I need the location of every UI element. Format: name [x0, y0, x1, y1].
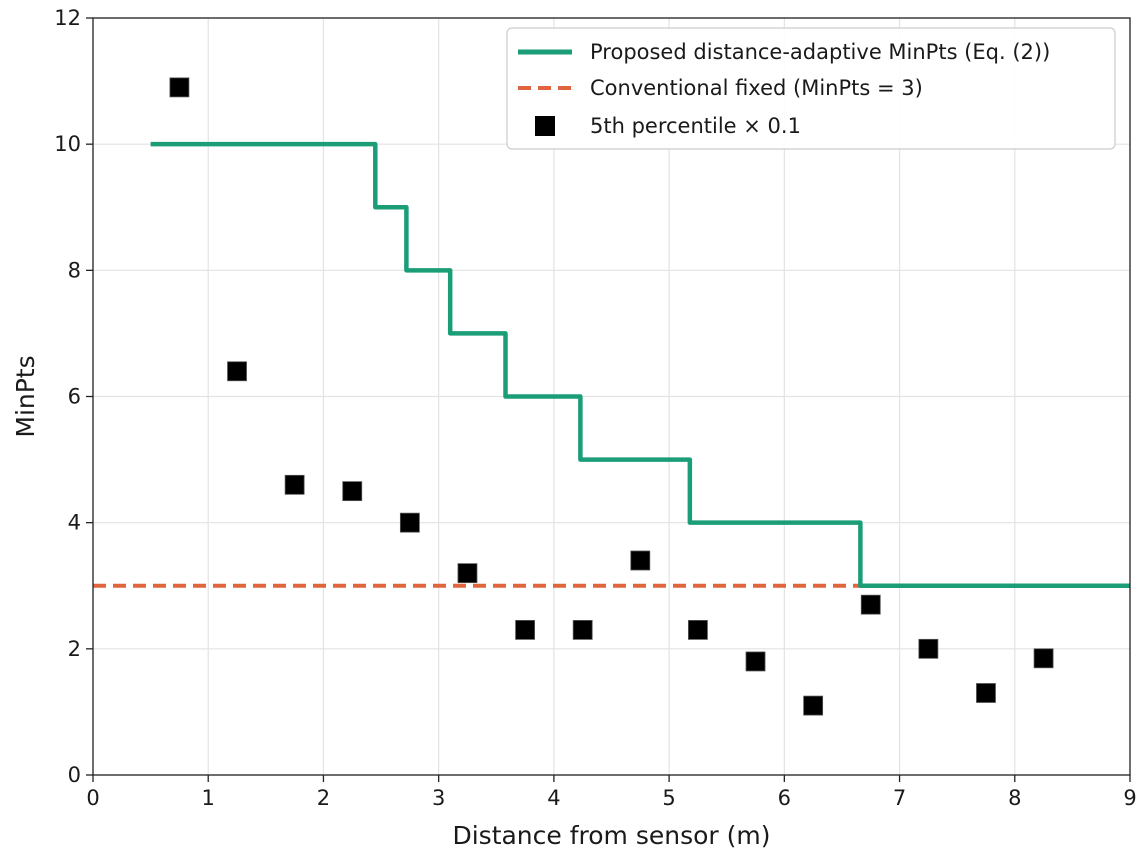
legend-swatch-percentile — [535, 116, 555, 136]
percentile-point — [284, 474, 305, 495]
y-tick-label: 6 — [68, 385, 81, 409]
percentile-point — [630, 550, 651, 571]
percentile-point — [745, 651, 766, 672]
legend-box — [506, 27, 1116, 150]
x-tick-label: 2 — [317, 786, 330, 810]
x-tick-label: 4 — [547, 786, 560, 810]
percentile-point — [399, 512, 420, 533]
percentile-point — [688, 620, 708, 640]
percentile-point — [342, 481, 363, 502]
percentile-point — [169, 77, 190, 98]
y-tick-label: 4 — [68, 511, 81, 535]
legend: Proposed distance-adaptive MinPts (Eq. (… — [506, 27, 1116, 150]
percentile-point — [227, 361, 247, 382]
legend-label-percentile: 5th percentile × 0.1 — [590, 114, 801, 138]
x-tick-label: 8 — [1008, 786, 1021, 810]
x-tick-label: 0 — [86, 786, 99, 810]
proposed-adaptive-line — [150, 141, 1130, 588]
x-tick-label: 3 — [432, 786, 445, 810]
legend-label-conventional: Conventional fixed (MinPts = 3) — [590, 76, 923, 100]
legend-label-proposed: Proposed distance-adaptive MinPts (Eq. (… — [590, 40, 1050, 64]
percentile-point — [918, 638, 939, 659]
percentile-point — [860, 594, 881, 615]
y-tick-label: 8 — [68, 258, 81, 282]
y-axis-label: MinPts — [11, 355, 40, 437]
percentile-point — [976, 683, 996, 703]
percentile-point — [515, 620, 535, 640]
x-tick-label: 1 — [202, 786, 215, 810]
x-axis-label: Distance from sensor (m) — [452, 821, 770, 850]
percentile-point — [457, 563, 478, 584]
y-tick-label: 2 — [68, 637, 81, 661]
y-tick-label: 12 — [54, 6, 81, 30]
x-tick-label: 9 — [1123, 786, 1136, 810]
series-layer — [93, 77, 1130, 716]
y-tick-label: 0 — [68, 763, 81, 787]
x-tick-label: 5 — [662, 786, 675, 810]
x-tick-label: 7 — [893, 786, 906, 810]
percentile-point — [572, 620, 593, 640]
percentile-point — [803, 695, 824, 716]
percentile-point — [1033, 648, 1054, 669]
y-tick-label: 10 — [54, 132, 81, 156]
x-tick-label: 6 — [778, 786, 791, 810]
